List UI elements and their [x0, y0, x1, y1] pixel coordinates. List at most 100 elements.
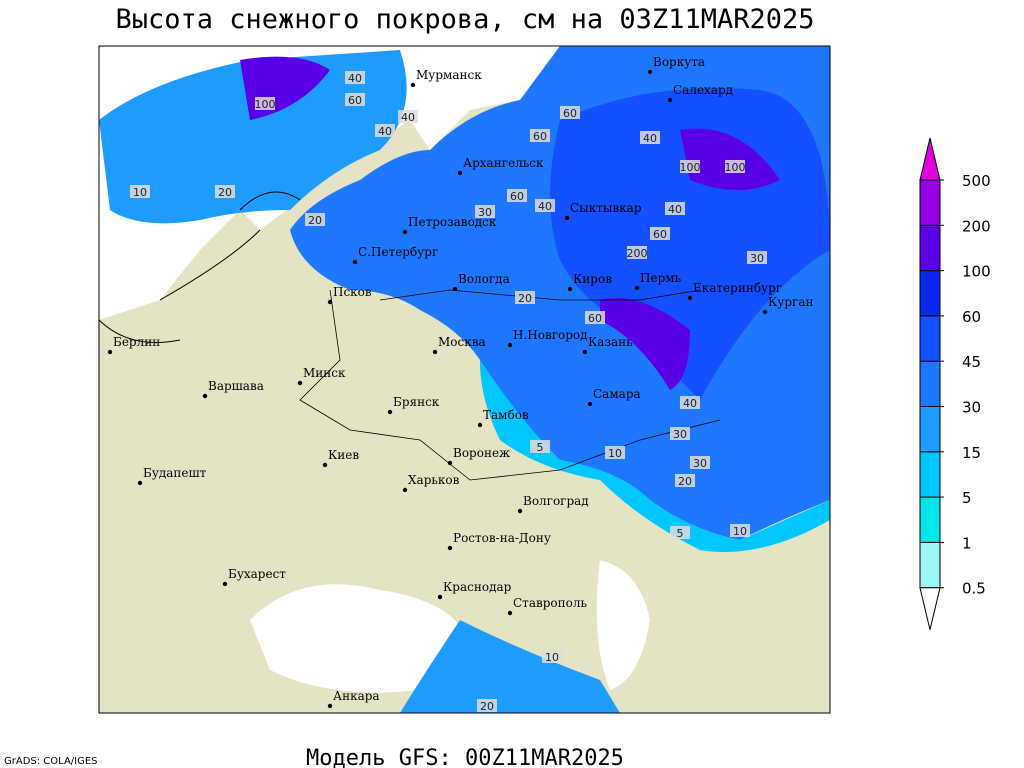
contour-label-bg — [475, 205, 495, 218]
city-dot — [634, 285, 640, 291]
contour-label: 40 — [401, 111, 415, 124]
contour-label-bg — [375, 124, 395, 137]
contour-label-bg — [670, 526, 690, 539]
city-label: Берлин — [113, 335, 160, 349]
city-label: Тамбов — [483, 408, 529, 422]
contour-label: 10 — [733, 525, 747, 538]
contour-label-bg — [477, 699, 497, 712]
city-label: Будапешт — [143, 466, 207, 480]
contour-label-bg — [130, 185, 150, 198]
contour-label-bg — [725, 160, 745, 173]
city-label: С.Петербург — [358, 245, 438, 259]
city-dot — [322, 462, 328, 468]
contour-label-bg — [215, 185, 235, 198]
city-label: Киров — [573, 272, 612, 286]
contour-label: 10 — [133, 186, 147, 199]
contour-label-bg — [345, 93, 365, 106]
city-dot — [667, 97, 673, 103]
city-label: Брянск — [393, 395, 440, 409]
city-dot — [410, 82, 416, 88]
city-label: Самара — [593, 387, 641, 401]
legend-band — [919, 179, 941, 226]
model-label: Модель GFS: 00Z11MAR2025 — [306, 746, 624, 768]
legend-label: 60 — [962, 308, 981, 326]
contour-label: 20 — [218, 186, 232, 199]
legend-label: 15 — [962, 444, 981, 462]
contour-label: 100 — [725, 161, 746, 174]
city-dot — [402, 487, 408, 493]
legend-band — [919, 315, 941, 362]
legend-band — [919, 360, 941, 408]
contour-label-bg — [627, 246, 647, 259]
contour-label: 20 — [308, 214, 322, 227]
city-dot — [647, 69, 653, 75]
city-dot — [352, 259, 358, 265]
city-dot — [567, 286, 573, 292]
contour-label: 30 — [478, 206, 492, 219]
legend-band — [919, 541, 941, 589]
contour-label-bg — [515, 291, 535, 304]
city-label: Бухарест — [228, 567, 286, 581]
city-label: Ставрополь — [513, 596, 587, 610]
city-label: Волгоград — [523, 494, 589, 508]
city-label: Варшава — [208, 379, 264, 393]
contour-label: 20 — [518, 292, 532, 305]
city-label: Петрозаводск — [408, 215, 497, 229]
contour-label-bg — [675, 474, 695, 487]
city-dot — [452, 286, 458, 292]
contour-label: 200 — [627, 247, 648, 260]
contour-label-bg — [507, 189, 527, 202]
contour-label-bg — [530, 129, 550, 142]
contour-label-bg — [255, 97, 275, 110]
city-label: Вологда — [458, 272, 510, 286]
contour-label: 60 — [348, 94, 362, 107]
contour-label-bg — [542, 650, 562, 663]
contour-label: 60 — [588, 312, 602, 325]
contour-label-bg — [690, 456, 710, 469]
city-dot — [297, 380, 303, 386]
city-label: Минск — [303, 366, 346, 380]
city-dot — [107, 349, 113, 355]
city-label: Анкара — [333, 689, 380, 703]
city-label: Сыктывкар — [570, 201, 642, 215]
map-frame — [98, 45, 831, 714]
city-label: Пермь — [640, 271, 682, 285]
city-label: Екатеринбург — [693, 281, 782, 295]
legend-label: 5 — [962, 489, 972, 507]
contour-label: 60 — [533, 130, 547, 143]
city-dot — [447, 545, 453, 551]
contour-label: 40 — [538, 200, 552, 213]
contour-label: 100 — [255, 98, 276, 111]
legend-label: 500 — [962, 172, 991, 190]
city-dot — [507, 610, 513, 616]
credit: GrADS: COLA/IGES — [4, 756, 98, 767]
contour-label-bg — [640, 131, 660, 144]
contour-label-bg — [530, 440, 550, 453]
city-label: Москва — [438, 335, 486, 349]
contour-label: 60 — [510, 190, 524, 203]
city-label: Псков — [333, 285, 372, 299]
contour-label: 5 — [677, 527, 684, 540]
contour-label-bg — [398, 110, 418, 123]
contour-label: 10 — [608, 447, 622, 460]
contour-label-bg — [747, 251, 767, 264]
legend-band — [919, 270, 941, 317]
title: Высота снежного покрова, см на 03Z11MAR2… — [116, 4, 815, 35]
contour-label-bg — [665, 202, 685, 215]
city-dot — [432, 349, 438, 355]
city-dot — [447, 460, 453, 466]
contour-label: 100 — [680, 161, 701, 174]
city-label: Мурманск — [416, 68, 482, 82]
contour-label-bg — [585, 311, 605, 324]
contour-label: 30 — [750, 252, 764, 265]
legend-band — [919, 496, 941, 543]
city-dot — [762, 309, 768, 315]
city-label: Воронеж — [453, 446, 510, 460]
contour-label-bg — [670, 427, 690, 440]
contour-label: 10 — [545, 651, 559, 664]
city-dot — [507, 342, 513, 348]
legend-over — [919, 137, 941, 181]
legend-label: 100 — [962, 263, 991, 281]
contour-label-bg — [730, 524, 750, 537]
city-dot — [222, 581, 228, 587]
